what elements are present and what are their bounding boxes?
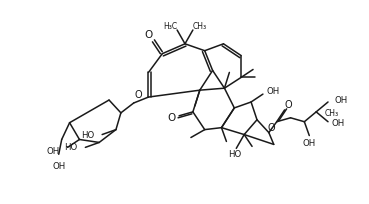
Text: OH: OH bbox=[303, 139, 316, 148]
Text: O: O bbox=[285, 100, 292, 110]
Text: H₃C: H₃C bbox=[163, 22, 177, 31]
Text: OH: OH bbox=[46, 147, 60, 156]
Text: HO: HO bbox=[81, 131, 94, 140]
Text: CH₃: CH₃ bbox=[325, 109, 339, 118]
Text: OH: OH bbox=[266, 87, 279, 96]
Text: O: O bbox=[167, 113, 175, 123]
Text: OH: OH bbox=[331, 119, 345, 128]
Text: OH: OH bbox=[334, 95, 348, 104]
Text: HO: HO bbox=[64, 143, 77, 152]
Text: O: O bbox=[144, 30, 153, 40]
Text: CH₃: CH₃ bbox=[193, 22, 207, 31]
Text: HO: HO bbox=[228, 150, 241, 159]
Text: O: O bbox=[268, 123, 276, 133]
Text: OH: OH bbox=[52, 162, 65, 171]
Text: O: O bbox=[134, 90, 142, 100]
